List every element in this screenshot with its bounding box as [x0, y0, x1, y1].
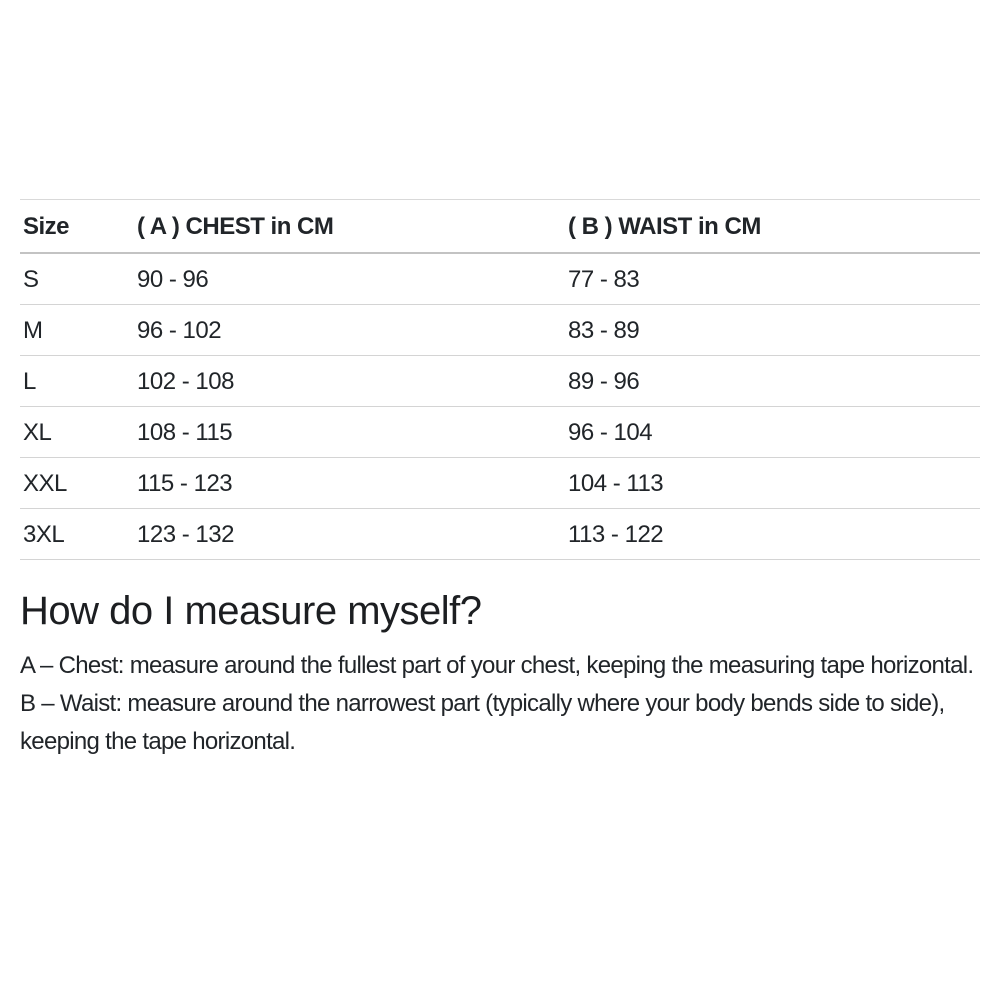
waist-cell: 104 - 113 — [565, 457, 980, 509]
chest-cell: 102 - 108 — [134, 355, 565, 407]
table-row: L 102 - 108 89 - 96 — [20, 355, 980, 407]
size-cell: S — [20, 253, 134, 305]
measure-instructions: A – Chest: measure around the fullest pa… — [20, 647, 995, 761]
size-cell: XL — [20, 406, 134, 458]
chest-cell: 115 - 123 — [134, 457, 565, 509]
column-header-chest: ( A ) CHEST in CM — [134, 199, 565, 254]
chest-cell: 123 - 132 — [134, 508, 565, 560]
size-cell: L — [20, 355, 134, 407]
waist-cell: 83 - 89 — [565, 304, 980, 356]
waist-cell: 113 - 122 — [565, 508, 980, 560]
table-row: M 96 - 102 83 - 89 — [20, 304, 980, 356]
size-cell: 3XL — [20, 508, 134, 560]
table-row: XXL 115 - 123 104 - 113 — [20, 457, 980, 509]
column-header-waist: ( B ) WAIST in CM — [565, 199, 980, 254]
table-header-row: Size ( A ) CHEST in CM ( B ) WAIST in CM — [20, 199, 980, 254]
chest-cell: 90 - 96 — [134, 253, 565, 305]
size-chart-table: Size ( A ) CHEST in CM ( B ) WAIST in CM… — [20, 199, 980, 560]
table-row: 3XL 123 - 132 113 - 122 — [20, 508, 980, 560]
chest-instruction: A – Chest: measure around the fullest pa… — [20, 652, 974, 679]
measure-heading: How do I measure myself? — [20, 589, 482, 633]
chest-cell: 108 - 115 — [134, 406, 565, 458]
size-cell: M — [20, 304, 134, 356]
waist-cell: 96 - 104 — [565, 406, 980, 458]
size-guide-section: Size ( A ) CHEST in CM ( B ) WAIST in CM… — [20, 199, 995, 761]
waist-cell: 89 - 96 — [565, 355, 980, 407]
chest-cell: 96 - 102 — [134, 304, 565, 356]
waist-cell: 77 - 83 — [565, 253, 980, 305]
waist-instruction: B – Waist: measure around the narrowest … — [20, 690, 945, 755]
table-row: XL 108 - 115 96 - 104 — [20, 406, 980, 458]
size-cell: XXL — [20, 457, 134, 509]
table-row: S 90 - 96 77 - 83 — [20, 253, 980, 305]
column-header-size: Size — [20, 199, 134, 254]
